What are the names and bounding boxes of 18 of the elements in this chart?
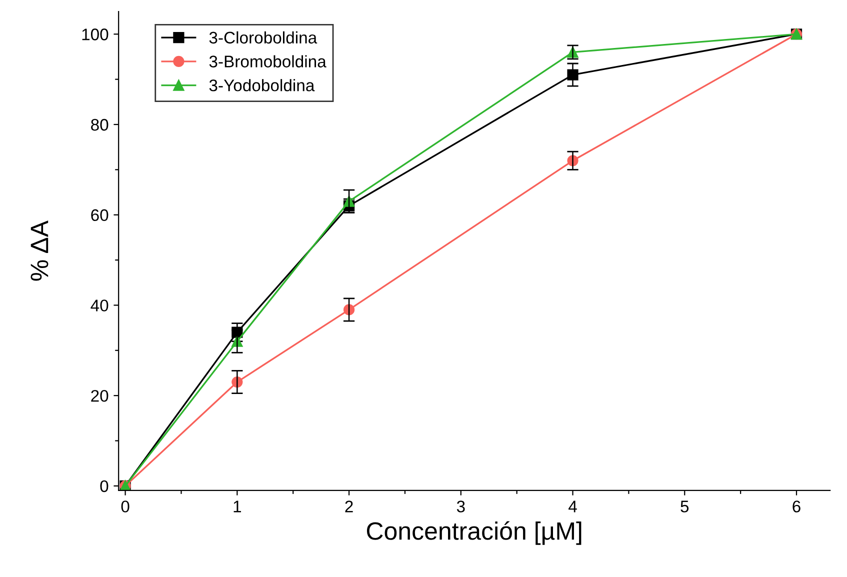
x-tick-label: 2 [345, 500, 353, 512]
y-tick-label: 80 [91, 118, 108, 131]
y-tick-label: 100 [82, 28, 108, 40]
x-tick-label: 5 [680, 500, 689, 512]
x-tick-label: 0 [121, 500, 130, 512]
y-tick-label: 0 [100, 480, 108, 492]
x-axis-title: Concentración [µM] [366, 521, 582, 545]
x-tick-label: 1 [234, 500, 241, 512]
legend-label: 3-Cloroboldina [209, 31, 318, 44]
y-axis-title: % ΔA [30, 220, 48, 281]
x-tick-label: 3 [456, 500, 465, 512]
x-tick-label: 4 [568, 500, 577, 512]
y-tick-label: 20 [91, 390, 108, 402]
y-tick-label: 40 [90, 300, 108, 312]
y-tick-label: 60 [91, 209, 108, 222]
legend-label: 3-Yodoboldina [209, 79, 315, 92]
x-tick-label: 6 [792, 500, 800, 512]
legend-label: 3-Bromoboldina [209, 55, 326, 68]
